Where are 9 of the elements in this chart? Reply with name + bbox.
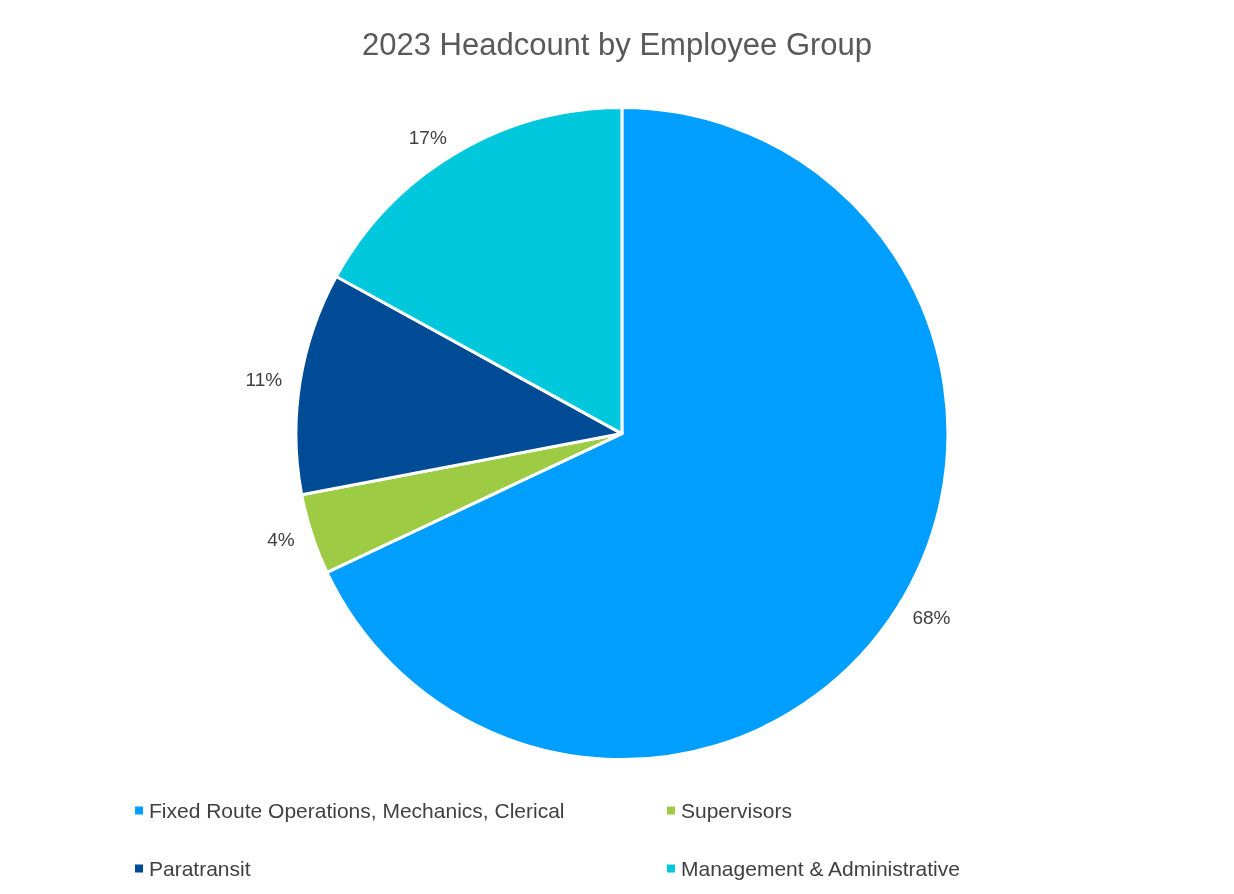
- legend-label: Supervisors: [681, 799, 792, 822]
- data-label: 68%: [912, 607, 951, 629]
- legend-label: Fixed Route Operations, Mechanics, Clerical: [149, 799, 565, 822]
- data-label: 11%: [245, 369, 283, 391]
- legend-label: Management & Administrative: [681, 857, 960, 880]
- data-label: 4%: [267, 529, 295, 551]
- legend-label: Paratransit: [149, 857, 251, 880]
- data-label: 17%: [408, 126, 447, 148]
- chart-title: 2023 Headcount by Employee Group: [361, 27, 873, 62]
